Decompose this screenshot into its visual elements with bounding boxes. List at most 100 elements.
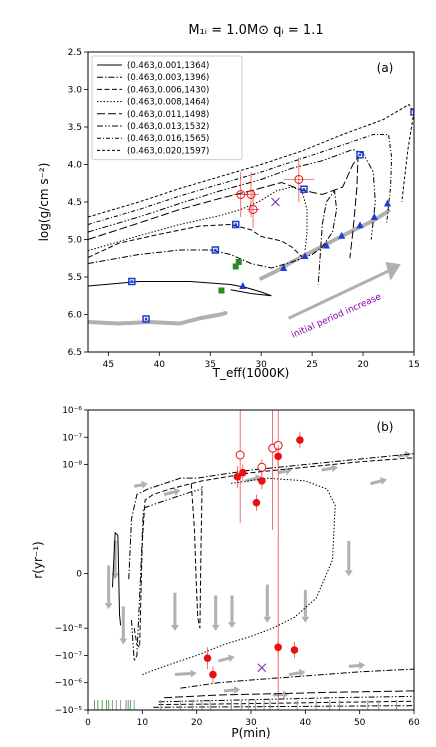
legend-entry: (0.463,0.011,1498): [127, 110, 209, 120]
legend-entry: (0.463,0.006,1430): [127, 85, 209, 95]
rate-line-7: [164, 690, 414, 699]
ytick-label: 10⁻⁶: [62, 406, 82, 416]
observation-filled-circle: [233, 465, 242, 488]
observation-filled-circle: [203, 647, 212, 670]
observation-filled-circle: [290, 641, 299, 659]
panel-b-ylabel: r(yr⁻¹): [31, 541, 45, 578]
panel-a-xlabel: T_eff(1000K): [212, 366, 290, 380]
blue-triangle-marker: [383, 199, 392, 207]
ytick-label: 3.0: [68, 86, 83, 96]
ytick-label: 0: [76, 570, 82, 580]
panel-b-label: (b): [377, 420, 394, 434]
observation-filled-circle: [209, 666, 217, 683]
flow-arrow-head: [255, 474, 262, 483]
flow-arrow: [170, 592, 179, 631]
flow-arrow: [321, 464, 338, 473]
flow-arrow-shaft: [370, 479, 382, 486]
flow-arrow-head: [344, 570, 353, 577]
observation-open-circle: [283, 157, 315, 202]
flow-arrow-head: [227, 622, 236, 629]
flow-arrow-shaft: [277, 469, 287, 475]
blue-square-marker: [231, 220, 240, 229]
blue-triangle-marker: [370, 213, 378, 220]
xtick-label: 20: [191, 718, 203, 728]
observation-filled-circle: [252, 494, 261, 511]
flow-arrow: [288, 668, 306, 677]
blue-triangle-marker: [301, 252, 309, 259]
blue-square-marker: [356, 151, 364, 159]
panel-a-gridless-plot: [88, 103, 414, 326]
flow-arrow-head: [380, 477, 387, 485]
flow-arrow-shaft: [245, 476, 257, 483]
rate-line-2: [133, 457, 414, 649]
panel-a-legend: (0.463,0.001,1364) (0.463,0.003,1396) (0.4…: [91, 55, 243, 161]
xtick-label: 10: [137, 718, 149, 728]
panel-b: 0 10 20 30 40 50 60 10⁻⁶ 10⁻⁷ 10⁻⁸ 0 −10⁻⁸ −10⁻⁷ −10…: [31, 406, 420, 740]
ytick-label: 6.0: [68, 311, 83, 321]
xtick-label: 0: [85, 718, 91, 728]
ytick-label: −10⁻⁶: [55, 679, 83, 689]
flow-arrow: [370, 477, 387, 486]
track-line-2: [88, 223, 303, 258]
flow-arrow-shaft: [288, 671, 300, 677]
figure-title: M₁ᵢ = 1.0M⊙ qᵢ = 1.1: [188, 23, 323, 38]
flow-arrow-head: [282, 690, 290, 699]
flow-arrow-head: [173, 488, 181, 496]
xtick-label: 40: [300, 718, 312, 728]
blue-triangle-marker: [356, 221, 364, 229]
ytick-label: 5.0: [68, 236, 83, 246]
ytick-label: −10⁻⁷: [55, 651, 83, 661]
ytick-label: −10⁻⁵: [55, 706, 83, 716]
flow-arrow: [218, 654, 235, 663]
rate-line-0: [111, 531, 122, 626]
flow-arrow-head: [170, 624, 179, 631]
green-square-marker: [218, 287, 225, 294]
flow-arrow-shaft: [223, 688, 235, 693]
flow-arrow-head: [404, 450, 412, 459]
flow-arrow: [277, 467, 292, 476]
blue-triangle-marker: [322, 241, 330, 249]
track-line-5: [88, 148, 376, 240]
flow-arrow-shaft: [218, 656, 230, 663]
observation-filled-circle: [274, 639, 282, 656]
track-line-3: [88, 186, 308, 252]
flow-arrow-head: [119, 638, 128, 645]
flow-arrow: [133, 480, 148, 489]
period-annotation: initial period increase: [290, 292, 383, 341]
flow-arrow: [211, 595, 220, 631]
observation-filled-circle: [258, 472, 266, 490]
green-square-marker: [232, 263, 239, 270]
flow-arrow-head: [190, 669, 197, 678]
blue-square-marker: [300, 185, 308, 193]
track-line-4: [88, 155, 359, 259]
legend-entry: (0.463,0.020,1597): [127, 146, 209, 156]
panel-a-ylabel: log(g/cm s⁻²): [37, 163, 51, 242]
flow-arrow: [348, 661, 366, 670]
legend-entry: (0.463,0.016,1565): [127, 134, 209, 144]
flow-arrow-shaft: [133, 483, 143, 488]
flow-arrow-head: [285, 467, 292, 476]
ytick-label: 10⁻⁸: [62, 461, 82, 471]
blue-square-marker: [128, 277, 136, 286]
flow-arrow-head: [211, 624, 220, 631]
observation-cross: [271, 197, 280, 207]
xtick-label: 30: [245, 718, 257, 728]
legend-box: [91, 55, 243, 161]
xtick-label: 35: [205, 360, 216, 370]
xtick-label: 25: [306, 360, 317, 370]
panel-b-series-area: [94, 410, 414, 710]
rate-line-1: [128, 453, 414, 580]
flow-arrow-head: [358, 661, 366, 670]
green-square-marker: [235, 259, 242, 265]
flow-arrow-head: [263, 616, 272, 623]
panel-a: 45 40 35 30 25 20 15 2.5 3.0 3.5 4.0 4.5 5.0 5.5 6.0 6…: [37, 48, 420, 380]
flow-arrow-head: [233, 686, 241, 695]
flow-arrow-head: [104, 603, 113, 610]
rate-line-5: [142, 477, 336, 676]
flow-arrow: [104, 565, 113, 610]
flow-arrow-head: [298, 668, 306, 677]
flow-arrow: [263, 584, 272, 623]
track-line-1: [88, 189, 338, 285]
xtick-label: 50: [354, 718, 366, 728]
ytick-label: 4.5: [68, 198, 82, 208]
